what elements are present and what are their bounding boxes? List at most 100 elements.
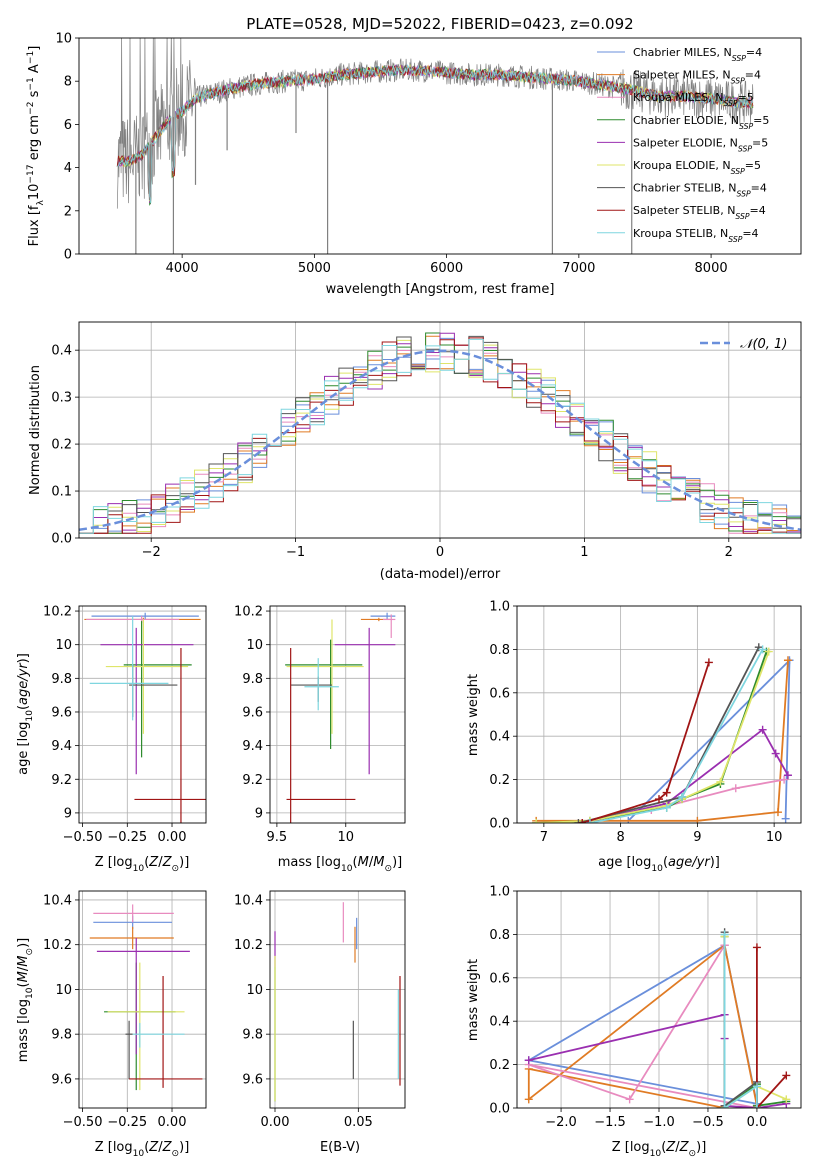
y-tick-label: 10 [55,638,72,653]
model-spectrum-line [116,64,754,199]
y-tick-label: 9 [255,806,263,821]
mass-weight-marker [662,803,671,812]
y-tick-label: 0.2 [489,773,510,788]
mass-weight-marker [678,792,687,801]
weight-vs-age-xlabel: age [log10(age/yr)] [598,855,720,874]
mass-weight-marker [704,658,713,667]
y-tick-label: 9.8 [242,1028,263,1043]
mass-vs-ebv-panel: 0.00 0.05 9.6 9.8 10 10.2 10.4 E(B-V) [234,890,406,1155]
mass-vs-z-panel-plot [89,904,203,1091]
weight-vs-z-panel-plot [524,928,791,1108]
spectrum-ylabel: Flux [fλ10−17 erg cm−2 s−1 A−1] [26,46,46,247]
weight-vs-z-panel-frame [516,890,802,1109]
spectrum-panel-frame [78,37,802,255]
age-vs-z-panel-plot [84,612,206,823]
x-tick-label: −0.25 [107,830,147,845]
age-vs-z-xlabel: Z [log10(Z/Z⊙)] [95,855,190,874]
y-tick-label: 0.3 [51,391,72,406]
y-tick-label: 0.4 [51,344,72,359]
mass-weight-marker [783,656,792,665]
figure-title: PLATE=0528, MJD=52022, FIBERID=0423, z=0… [246,15,633,33]
y-tick-label: 10.2 [234,938,263,953]
mass-weight-line [581,728,789,823]
spectrum-xlabel: wavelength [Angstrom, rest frame] [326,282,555,297]
x-tick-label: 9 [693,830,701,845]
x-tick-label: 2 [725,545,733,560]
legend-label: Salpeter STELIB, NSSP=4 [633,204,766,221]
mass-weight-marker [780,775,789,784]
x-tick-label: −0.50 [63,830,103,845]
y-tick-label: 0.2 [51,438,72,453]
y-tick-label: 0.6 [489,686,510,701]
age-vs-z-panel-grid [79,606,206,823]
mass-vs-z-panel-grid [79,891,206,1108]
mass-weight-marker [764,647,773,656]
normal-curve [79,349,801,532]
y-tick-label: 0.0 [489,817,510,832]
y-tick-label: 9.6 [242,705,263,720]
residual-histogram-step [79,335,801,534]
age-vs-mass-panel-plot [285,612,396,823]
y-tick-label: 0.2 [489,1058,510,1073]
age-vs-z-panel: −0.50 −0.25 0.00 9 9.2 9.4 9.6 9.8 10 10.2 Z [log1… [16,605,207,874]
weight-vs-z-ylabel: mass weight [466,959,481,1041]
mass-weight-marker [716,777,725,786]
mass-weight-line [581,662,710,823]
mass-vs-ebv-xlabel: E(B-V) [320,1140,360,1155]
y-tick-label: 9.6 [242,1072,263,1087]
y-tick-label: 10.2 [43,605,72,620]
weight-vs-age-ylabel: mass weight [466,674,481,756]
mass-weight-marker [773,808,782,817]
x-tick-label: 5000 [298,261,331,276]
weight-vs-age-panel: 7 8 9 10 0.0 0.2 0.4 0.6 0.8 1.0 age [log10(age/yr… [466,600,802,874]
y-tick-label: 8 [64,75,72,90]
x-tick-label: 8 [616,830,624,845]
histogram-ylabel: Normed distribution [28,365,43,495]
y-tick-label: 10 [246,638,263,653]
mass-weight-line [756,947,787,1108]
model-spectrum-line [116,63,754,201]
y-tick-label: 0.0 [489,1102,510,1117]
mass-weight-marker [781,814,790,823]
weight-vs-age-panel-frame [516,605,802,824]
x-tick-label: 0 [436,545,444,560]
x-tick-label: −1.0 [643,1115,675,1130]
y-tick-label: 10.4 [43,893,72,908]
weight-vs-age-panel-plot [532,643,794,823]
legend-label: Kroupa STELIB, NSSP=4 [633,227,759,244]
y-tick-label: 0.8 [489,928,510,943]
mass-weight-marker [782,1095,791,1104]
mass-weight-marker [524,1095,533,1104]
mass-vs-z-panel: −0.50 −0.25 0.00 9.6 9.8 10 10.2 10.4 Z [log10(Z… [16,890,207,1159]
x-tick-label: 8000 [695,261,728,276]
histogram-panel: −2 −1 0 1 2 0.0 0.1 0.2 0.3 0.4 𝒩(0, 1) (data-model… [28,321,802,582]
x-tick-label: −0.50 [63,1115,103,1130]
mass-weight-marker [662,788,671,797]
age-vs-mass-panel: 9.5 10 9 9.2 9.4 9.6 9.8 10 10.2 mass [log10(M/M⊙… [234,605,406,874]
mass-weight-marker [693,816,702,823]
mass-weight-line [589,648,764,823]
y-tick-label: 0.1 [51,485,72,500]
mass-weight-line [527,943,758,1108]
spectrum-panel-plot [116,38,754,254]
y-tick-label: 0.4 [489,730,510,745]
histogram-xlabel: (data-model)/error [380,567,501,582]
mass-weight-marker [782,1071,791,1080]
y-tick-label: 10 [55,983,72,998]
model-spectrum-line [116,64,754,199]
mass-weight-line [526,943,758,1105]
legend-label: Kroupa MILES, NSSP=5 [633,91,754,108]
residual-histogram-step [79,337,801,534]
age-vs-mass-xlabel: mass [log10(M/M⊙)] [278,855,402,874]
mass-weight-line [536,660,789,822]
legend-label: Salpeter MILES, NSSP=4 [633,69,761,86]
model-spectrum-line [117,63,754,204]
x-tick-label: 4000 [166,261,199,276]
x-tick-label: 9.5 [267,830,288,845]
y-tick-label: 1.0 [489,600,510,615]
x-tick-label: −0.25 [107,1115,147,1130]
x-tick-label: 1 [580,545,588,560]
y-tick-label: 9.8 [51,1028,72,1043]
x-tick-label: −0.5 [692,1115,724,1130]
